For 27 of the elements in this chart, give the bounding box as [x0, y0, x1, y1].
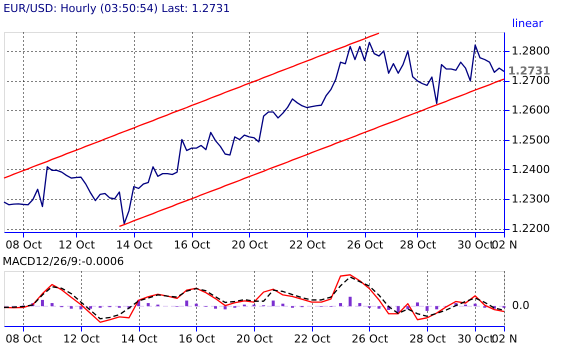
y-tick-label: 1.2600: [512, 104, 550, 117]
x-tick-label: 26 Oct: [352, 332, 389, 346]
x-tick-label: 16 Oct: [178, 332, 216, 346]
text: linear: [512, 17, 544, 30]
x-tick-label: 28 Oct: [409, 332, 447, 346]
x-tick-label: 22 Oct: [294, 332, 332, 346]
x-tick-label: 08 Oct: [5, 332, 43, 346]
chart-title: EUR/USD: Hourly (03:50:54) Last: 1.2731: [3, 2, 230, 15]
y-tick-label: 1.2200: [512, 222, 550, 236]
y-tick-label: 1.2800: [512, 44, 550, 58]
x-tick-label: 14 Oct: [120, 332, 158, 346]
ref-line-label: 0.0: [512, 299, 530, 312]
y-tick-label: 1.2300: [512, 192, 550, 206]
x-tick-label: 22 Oct: [289, 238, 326, 252]
x-tick-label: 16 Oct: [174, 238, 211, 252]
x-tick-label: 12 Oct: [63, 332, 100, 346]
y-tick-label: 1.2400: [512, 162, 550, 176]
x-tick-label: 20 Oct: [231, 238, 269, 252]
x-tick-label: 26 Oct: [346, 238, 384, 252]
x-tick-label: 12 Oct: [58, 238, 96, 252]
chart-title: MACD12/26/9:-0.0006: [2, 255, 124, 268]
y-tick-label: 1.2700: [512, 74, 550, 88]
y-tick-label: 1.2500: [512, 133, 550, 146]
x-tick-label: 08 Oct: [5, 238, 43, 252]
x-tick-label: 14 Oct: [116, 238, 154, 252]
x-tick-label: 28 Oct: [400, 238, 437, 252]
x-tick-label: 20 Oct: [236, 332, 274, 346]
